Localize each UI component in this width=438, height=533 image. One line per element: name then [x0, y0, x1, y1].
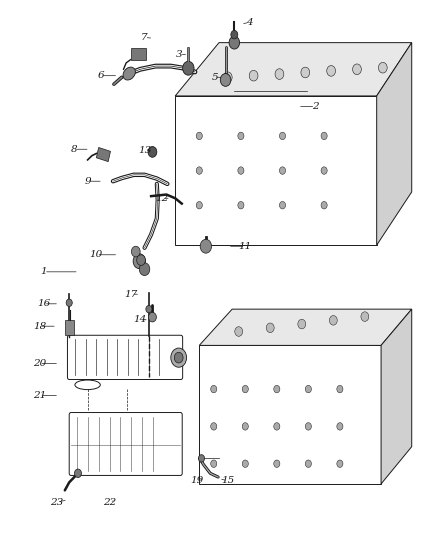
- Circle shape: [279, 132, 286, 140]
- Text: 1: 1: [40, 268, 47, 276]
- Circle shape: [378, 62, 387, 73]
- Circle shape: [66, 299, 72, 306]
- Circle shape: [274, 460, 280, 467]
- Polygon shape: [175, 96, 377, 245]
- Circle shape: [74, 469, 81, 478]
- Circle shape: [305, 460, 311, 467]
- Text: 8: 8: [71, 145, 78, 154]
- FancyBboxPatch shape: [67, 335, 183, 379]
- Bar: [96, 148, 110, 161]
- Polygon shape: [199, 309, 412, 345]
- Text: 3: 3: [176, 50, 183, 59]
- Circle shape: [361, 312, 369, 321]
- Polygon shape: [377, 43, 412, 245]
- Circle shape: [198, 455, 205, 462]
- FancyBboxPatch shape: [69, 413, 182, 475]
- Text: 21: 21: [33, 391, 46, 400]
- Circle shape: [148, 147, 157, 157]
- Circle shape: [174, 352, 183, 363]
- Circle shape: [211, 460, 217, 467]
- Circle shape: [196, 167, 202, 174]
- Circle shape: [337, 460, 343, 467]
- Circle shape: [137, 255, 145, 265]
- Circle shape: [238, 132, 244, 140]
- Circle shape: [211, 385, 217, 393]
- Text: 23: 23: [50, 498, 64, 506]
- Circle shape: [274, 385, 280, 393]
- Text: 19: 19: [191, 477, 204, 485]
- Text: 6: 6: [97, 71, 104, 80]
- Text: 22: 22: [103, 498, 116, 506]
- Circle shape: [274, 423, 280, 430]
- Text: 17: 17: [125, 290, 138, 298]
- Circle shape: [321, 201, 327, 209]
- Circle shape: [305, 423, 311, 430]
- Text: 15: 15: [221, 477, 234, 485]
- Circle shape: [298, 319, 306, 329]
- Circle shape: [220, 74, 231, 86]
- Bar: [131, 48, 146, 60]
- Circle shape: [131, 246, 140, 257]
- Polygon shape: [381, 309, 412, 484]
- Circle shape: [231, 30, 238, 39]
- Text: 11: 11: [239, 242, 252, 251]
- Circle shape: [183, 61, 194, 75]
- Text: 14: 14: [134, 316, 147, 324]
- Circle shape: [242, 423, 248, 430]
- Text: 2: 2: [312, 102, 319, 111]
- Circle shape: [337, 423, 343, 430]
- Circle shape: [200, 239, 212, 253]
- Circle shape: [139, 263, 150, 276]
- Circle shape: [196, 201, 202, 209]
- Circle shape: [242, 460, 248, 467]
- Circle shape: [301, 67, 310, 78]
- Text: 13: 13: [138, 146, 151, 155]
- Text: 10: 10: [90, 251, 103, 259]
- Polygon shape: [175, 43, 412, 96]
- Circle shape: [211, 423, 217, 430]
- Text: 5: 5: [211, 73, 218, 82]
- Circle shape: [146, 305, 152, 313]
- Circle shape: [353, 64, 361, 75]
- Circle shape: [327, 66, 336, 76]
- Circle shape: [275, 69, 284, 79]
- Circle shape: [249, 70, 258, 81]
- Circle shape: [171, 348, 187, 367]
- Circle shape: [223, 72, 232, 83]
- Circle shape: [279, 167, 286, 174]
- Circle shape: [235, 327, 243, 336]
- Text: 20: 20: [33, 359, 46, 368]
- Text: 16: 16: [37, 300, 50, 308]
- Circle shape: [242, 385, 248, 393]
- Circle shape: [148, 312, 156, 322]
- Text: 18: 18: [33, 322, 46, 330]
- Circle shape: [329, 316, 337, 325]
- Bar: [65, 320, 74, 335]
- Circle shape: [305, 385, 311, 393]
- Text: 4: 4: [246, 18, 253, 27]
- Circle shape: [238, 167, 244, 174]
- Circle shape: [321, 167, 327, 174]
- Ellipse shape: [123, 67, 135, 80]
- Circle shape: [238, 201, 244, 209]
- Circle shape: [321, 132, 327, 140]
- Circle shape: [229, 36, 240, 49]
- Polygon shape: [199, 345, 381, 484]
- Circle shape: [266, 323, 274, 333]
- Circle shape: [196, 132, 202, 140]
- Circle shape: [133, 254, 145, 269]
- Text: 7: 7: [141, 33, 148, 42]
- Text: 12: 12: [155, 194, 169, 203]
- Circle shape: [279, 201, 286, 209]
- Circle shape: [337, 385, 343, 393]
- Text: 9: 9: [84, 177, 91, 185]
